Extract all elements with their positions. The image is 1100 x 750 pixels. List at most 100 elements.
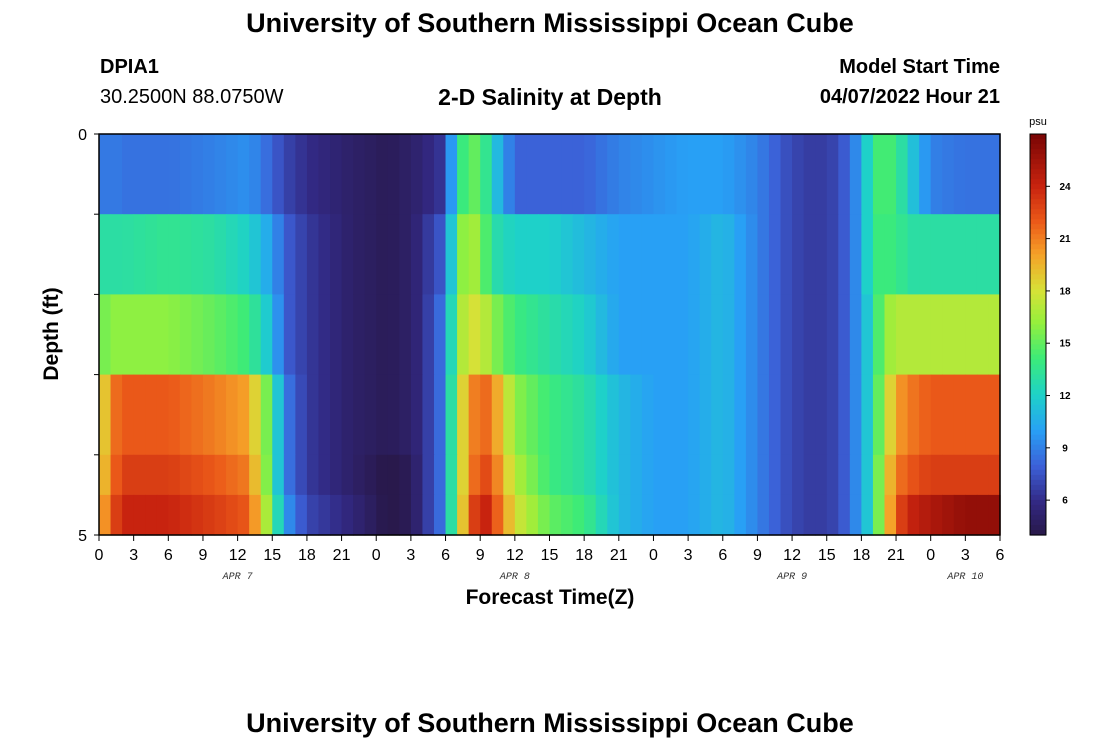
heatmap-cell — [942, 214, 955, 295]
heatmap-cell — [826, 214, 839, 295]
heatmap-cell — [399, 494, 412, 535]
x-tick-label: 21 — [887, 547, 905, 564]
heatmap-cell — [260, 134, 273, 215]
heatmap-cell — [387, 374, 400, 456]
colorbar-segment — [1030, 174, 1046, 180]
heatmap-cell — [526, 494, 539, 535]
heatmap-cell — [226, 134, 239, 215]
heatmap-cell — [815, 294, 828, 376]
colorbar-segment — [1030, 434, 1046, 441]
colorbar-segment — [1030, 409, 1046, 416]
heatmap-cell — [433, 374, 447, 456]
heatmap-cell — [988, 134, 1001, 215]
heatmap-cell — [722, 134, 735, 215]
heatmap-cell — [156, 294, 169, 376]
heatmap-cell — [757, 374, 770, 456]
x-day-label: APR 9 — [776, 572, 807, 583]
colorbar-segment — [1030, 319, 1046, 326]
heatmap-cell — [179, 134, 193, 215]
model-start-label: Model Start Time — [839, 56, 1000, 78]
heatmap-cell — [780, 494, 793, 535]
heatmap-cell — [768, 494, 782, 535]
colorbar-unit: psu — [1029, 116, 1047, 128]
heatmap-cell — [422, 134, 435, 215]
colorbar-segment — [1030, 514, 1046, 521]
heatmap-cell — [122, 214, 135, 295]
heatmap-cell — [630, 374, 643, 456]
heatmap-cell — [214, 494, 227, 535]
station-coordinates: 30.2500N 88.0750W — [100, 86, 284, 108]
heatmap-cell — [433, 494, 447, 535]
colorbar-segment — [1030, 314, 1046, 321]
heatmap-cell — [457, 294, 470, 376]
heatmap-cell — [942, 294, 955, 376]
heatmap-cell — [133, 374, 146, 456]
heatmap-cell — [676, 134, 689, 215]
heatmap-cell — [468, 374, 481, 456]
heatmap-cell — [849, 294, 862, 376]
heatmap-cell — [260, 294, 273, 376]
colorbar-segment — [1030, 199, 1046, 205]
heatmap-cell — [491, 294, 504, 376]
heatmap-cell — [480, 134, 493, 215]
heatmap-cell — [803, 294, 816, 376]
heatmap-cell — [768, 294, 782, 376]
heatmap-cell — [919, 134, 932, 215]
heatmap-cell — [249, 374, 262, 456]
heatmap-cell — [584, 214, 597, 295]
heatmap-cell — [838, 374, 851, 456]
heatmap-cell — [734, 374, 747, 456]
x-day-label: APR 7 — [222, 572, 253, 583]
colorbar-segment — [1030, 254, 1046, 260]
heatmap-cell — [884, 374, 897, 456]
heatmap-cell — [156, 214, 169, 295]
heatmap-cell — [145, 494, 158, 535]
heatmap-cell — [561, 134, 574, 215]
colorbar-segment — [1030, 324, 1046, 331]
heatmap-cell — [99, 214, 112, 295]
colorbar-segment — [1030, 244, 1046, 250]
heatmap-cell — [99, 134, 112, 215]
heatmap-cell — [595, 134, 608, 215]
heatmap-cell — [214, 374, 227, 456]
heatmap-cell — [688, 494, 701, 535]
colorbar-segment — [1030, 219, 1046, 225]
heatmap-cell — [572, 494, 585, 535]
colorbar-segment — [1030, 364, 1046, 371]
heatmap-cell — [711, 134, 724, 215]
heatmap-cell — [122, 134, 135, 215]
heatmap-cell — [306, 294, 320, 376]
x-tick-label: 15 — [541, 547, 559, 564]
heatmap-cell — [318, 494, 331, 535]
heatmap-cell — [595, 494, 608, 535]
plot-title: 2-D Salinity at Depth — [438, 84, 662, 110]
heatmap-cell — [226, 294, 239, 376]
colorbar-segment — [1030, 394, 1046, 401]
heatmap-cell — [549, 134, 562, 215]
heatmap-cell — [572, 134, 585, 215]
heatmap-cell — [202, 214, 216, 295]
colorbar-segment — [1030, 154, 1046, 160]
heatmap-cell — [214, 134, 227, 215]
heatmap-cell — [179, 374, 193, 456]
heatmap-cell — [214, 214, 227, 295]
heatmap-cell — [237, 134, 250, 215]
heatmap-cell — [745, 494, 759, 535]
heatmap-cell — [480, 294, 493, 376]
colorbar-segment — [1030, 444, 1046, 451]
x-tick-label: 18 — [575, 547, 593, 564]
colorbar-segment — [1030, 294, 1046, 301]
heatmap-cell — [919, 374, 932, 456]
heatmap-cell — [306, 214, 320, 295]
heatmap-cell — [907, 294, 920, 376]
heatmap-cell — [399, 134, 412, 215]
colorbar-segment — [1030, 164, 1046, 170]
x-day-label: APR 10 — [946, 572, 983, 583]
colorbar-segment — [1030, 249, 1046, 255]
colorbar-segment — [1030, 414, 1046, 421]
heatmap-cell — [630, 134, 643, 215]
heatmap-cell — [872, 294, 886, 376]
heatmap-cell — [965, 494, 978, 535]
heatmap-cell — [757, 494, 770, 535]
